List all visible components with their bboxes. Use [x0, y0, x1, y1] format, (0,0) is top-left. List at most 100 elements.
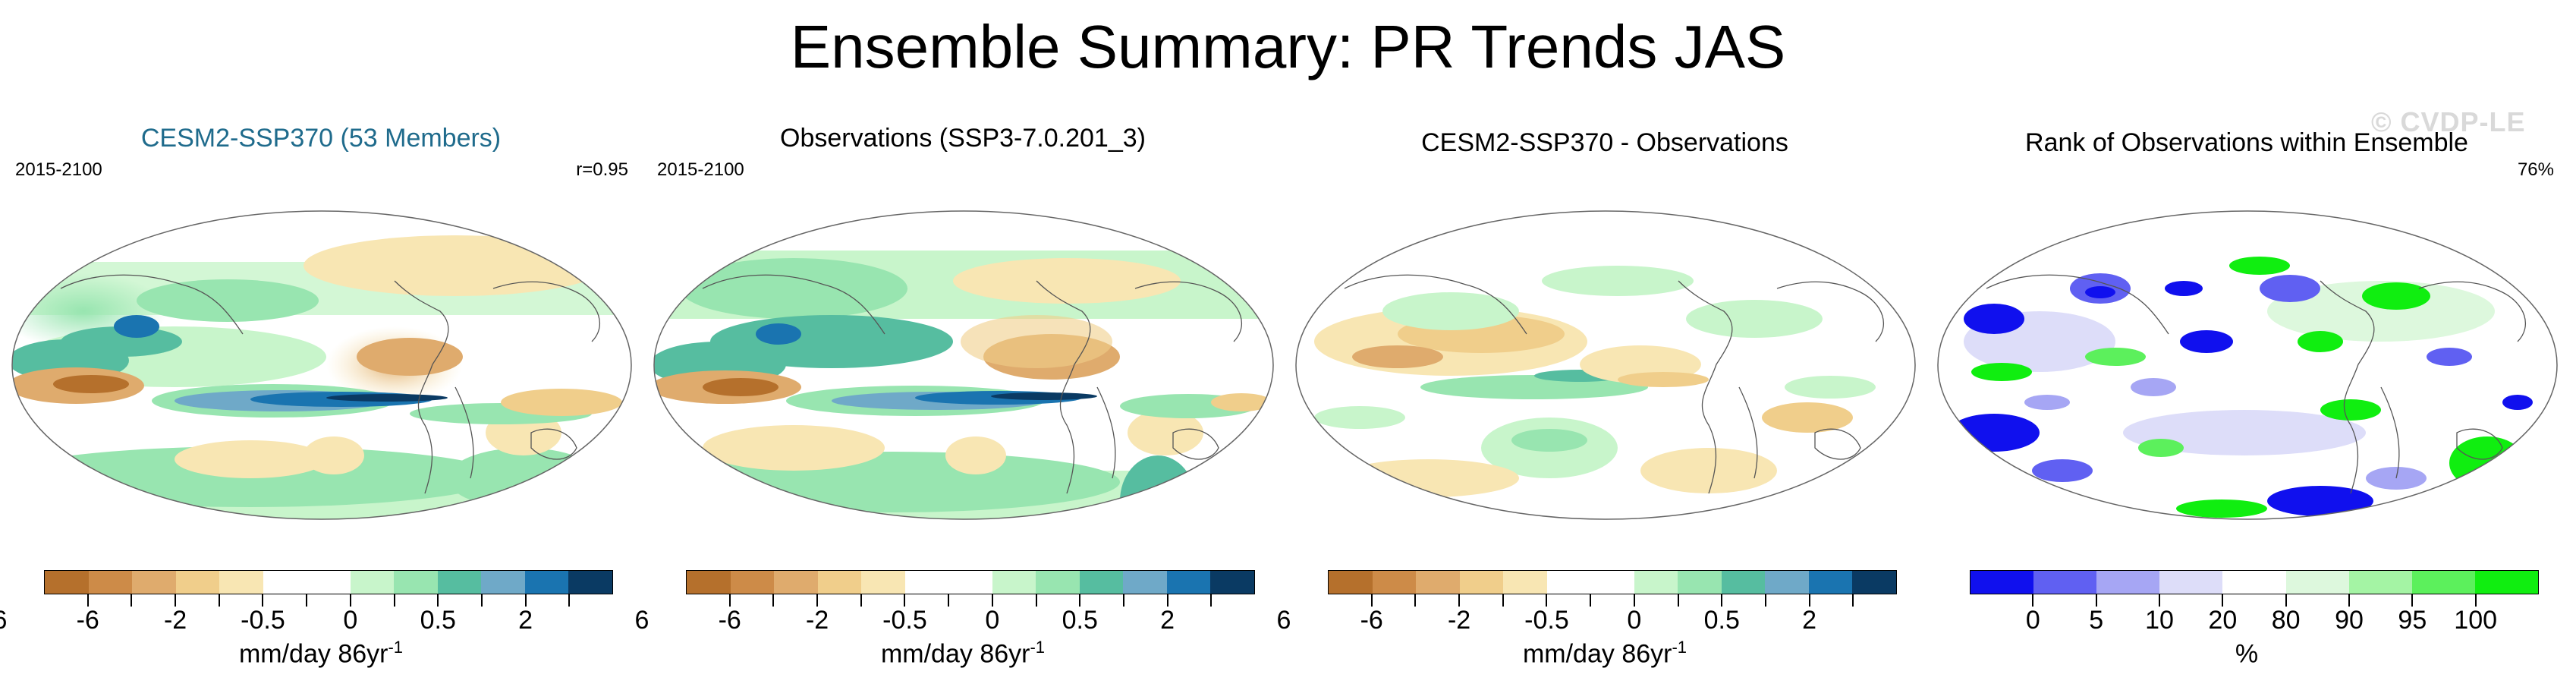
colorbar-tick-label: 95	[2398, 606, 2427, 635]
colorbar-tick-label: 100	[2454, 606, 2498, 635]
colorbar	[686, 570, 1255, 594]
colorbar-tick-label: 10	[2145, 606, 2174, 635]
colorbar-tick	[86, 594, 89, 607]
colorbar-tick	[1414, 594, 1417, 607]
colorbar-swatch	[2159, 571, 2223, 594]
colorbar-tick	[349, 594, 351, 607]
colorbar-swatch	[1503, 571, 1547, 594]
colorbar-swatch	[45, 571, 89, 594]
colorbar-tick-label: 2	[1802, 606, 1817, 635]
units-text: mm/day 86yr	[238, 639, 388, 669]
colorbar-swatch	[1123, 571, 1167, 594]
colorbar-swatch	[524, 571, 569, 594]
colorbar-tick	[1122, 594, 1124, 607]
colorbar-tick	[1210, 594, 1213, 607]
colorbar-tick	[1079, 594, 1081, 607]
colorbar-tick	[1370, 594, 1373, 607]
colorbar-tick-label: 0.5	[1062, 606, 1098, 635]
colorbar-tick	[1166, 594, 1168, 607]
panel-rank: Rank of Observations within Ensemble 76%…	[1926, 114, 2568, 687]
colorbar-tick-label: 0	[2025, 606, 2040, 635]
colorbar-swatch	[1678, 571, 1722, 594]
colorbar-units: mm/day 86yr-1	[642, 638, 1284, 669]
coastlines	[1344, 274, 1884, 494]
colorbar-swatch	[1546, 571, 1591, 594]
colorbar-swatch	[817, 571, 862, 594]
colorbar-swatch	[350, 571, 395, 594]
colorbar	[1328, 570, 1897, 594]
colorbar-swatch	[1808, 571, 1853, 594]
colorbar-swatch	[774, 571, 818, 594]
colorbar-swatch	[2285, 571, 2349, 594]
colorbar-tick-label: -0.5	[241, 606, 285, 635]
colorbar-tick	[262, 594, 264, 607]
units-text: %	[2235, 639, 2259, 669]
watermark: © CVDP-LE	[2371, 106, 2526, 137]
colorbar-tick	[1808, 594, 1810, 607]
colorbar-tick	[175, 594, 177, 607]
colorbar-tick-label: -6	[76, 606, 99, 635]
colorbar-tick	[1458, 594, 1461, 607]
colorbar-swatch	[2474, 571, 2538, 594]
colorbar-tick-label: 6	[0, 606, 7, 635]
panel-title: Rank of Observations within Ensemble	[2025, 128, 2468, 157]
colorbar-tick-label: 6	[1276, 606, 1291, 635]
colorbar-tick-label: -0.5	[882, 606, 927, 635]
colorbar-tick	[816, 594, 819, 607]
figure-title: Ensemble Summary: PR Trends JAS	[790, 13, 1786, 80]
colorbar-swatch	[861, 571, 905, 594]
colorbar-tick	[2159, 594, 2160, 607]
map-rank	[1937, 210, 2558, 520]
colorbar-units: mm/day 86yr-1	[0, 638, 642, 669]
colorbar-tick-label: 5	[2089, 606, 2104, 635]
colorbar-swatch	[1210, 571, 1254, 594]
colorbar-swatch	[1590, 571, 1634, 594]
colorbar-ticks	[642, 594, 1284, 610]
colorbar-swatch	[1166, 571, 1211, 594]
panel-difference: CESM2-SSP370 - Observations -6 -2 -0.5 0 0.5…	[1277, 114, 1926, 687]
colorbar-tick	[1721, 594, 1723, 607]
colorbar-swatch	[1416, 571, 1460, 594]
colorbar-swatch	[1329, 571, 1373, 594]
colorbar-swatch	[2096, 571, 2160, 594]
map-model-trend	[11, 210, 632, 520]
colorbar-swatch	[394, 571, 438, 594]
colorbar-tick	[524, 594, 527, 607]
map-observations-trend	[653, 210, 1274, 520]
colorbar-swatch	[219, 571, 263, 594]
colorbar-tick-label: -2	[1447, 606, 1471, 635]
colorbar-swatch	[687, 571, 731, 594]
colorbar-tick	[1546, 594, 1548, 607]
colorbar-tick-label: -0.5	[1524, 606, 1569, 635]
colorbar-tick-label: 0	[985, 606, 1000, 635]
pattern-correlation: r=0.95	[576, 159, 628, 180]
colorbar-tick	[1502, 594, 1504, 607]
colorbar-tick	[2411, 594, 2414, 607]
colorbar-tick	[480, 594, 483, 607]
panel-observations-trend: Observations (SSP3-7.0.201_3) 2015-2100 …	[635, 114, 1284, 687]
colorbar-tick	[393, 594, 395, 607]
coastlines	[702, 274, 1242, 494]
colorbar-tick	[437, 594, 439, 607]
colorbar-swatch	[730, 571, 775, 594]
colorbar-tick	[2348, 594, 2350, 607]
colorbar-tick	[991, 594, 993, 607]
colorbar-tick	[2474, 594, 2477, 607]
colorbar-swatch	[1036, 571, 1080, 594]
precip-field	[1314, 266, 1876, 497]
colorbar-tick-label: 2	[518, 606, 533, 635]
colorbar-ticks	[1926, 594, 2568, 610]
colorbar-tick	[2095, 594, 2097, 607]
colorbar-tick	[904, 594, 906, 607]
colorbar-swatch	[1971, 571, 2034, 594]
colorbar-swatch	[948, 571, 992, 594]
colorbar-units: mm/day 86yr-1	[1284, 638, 1926, 669]
colorbar-tick-label: 0.5	[1703, 606, 1740, 635]
colorbar-tick-label: 20	[2208, 606, 2238, 635]
colorbar-tick	[568, 594, 571, 607]
colorbar-swatch	[307, 571, 351, 594]
colorbar-tick	[1590, 594, 1592, 607]
panel-period: 2015-2100	[15, 159, 102, 180]
colorbar-tick	[772, 594, 775, 607]
panel-title: CESM2-SSP370 - Observations	[1421, 128, 1788, 157]
